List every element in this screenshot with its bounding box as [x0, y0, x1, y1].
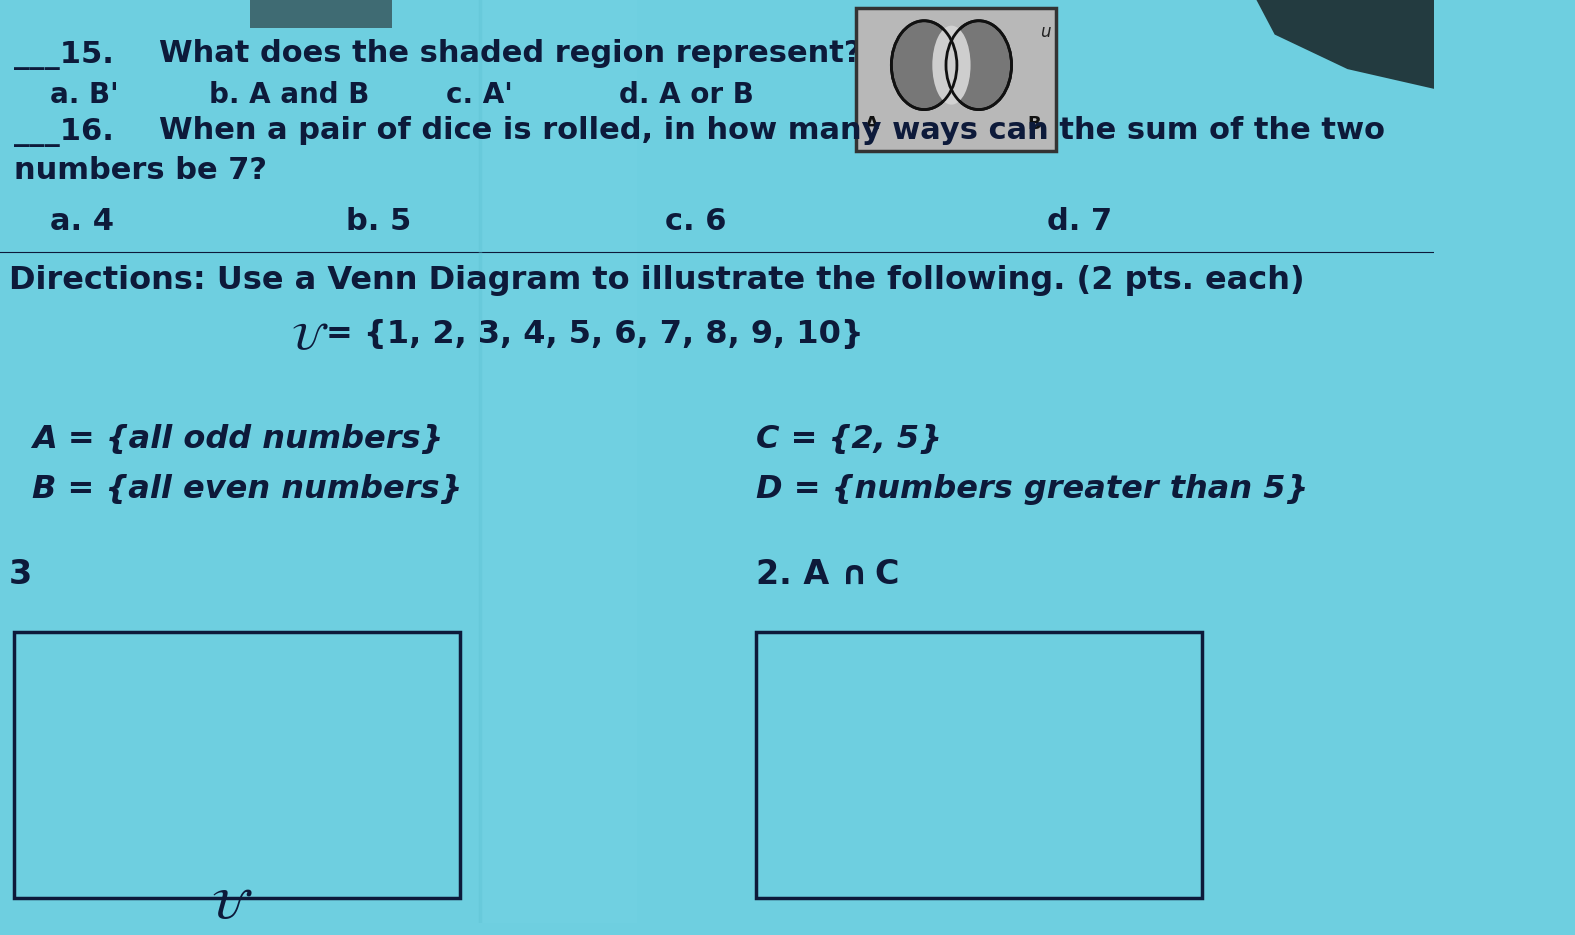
Text: ∩: ∩ — [841, 558, 868, 591]
Text: d. 7: d. 7 — [1047, 208, 1112, 237]
Text: C = {2, 5}: C = {2, 5} — [756, 424, 942, 455]
Text: a. B': a. B' — [50, 81, 118, 109]
Text: What does the shaded region represent?: What does the shaded region represent? — [159, 39, 862, 68]
Ellipse shape — [932, 25, 970, 105]
Text: 2. A: 2. A — [756, 558, 828, 591]
Ellipse shape — [947, 21, 1011, 109]
Text: A = {all odd numbers}: A = {all odd numbers} — [32, 424, 443, 455]
Text: c. 6: c. 6 — [665, 208, 726, 237]
Text: $\mathit{\mathcal{U}}$: $\mathit{\mathcal{U}}$ — [211, 885, 254, 927]
Bar — [756, 632, 1202, 899]
Text: c. A': c. A' — [446, 81, 513, 109]
Text: numbers be 7?: numbers be 7? — [14, 156, 266, 185]
Text: b. A and B: b. A and B — [209, 81, 370, 109]
Bar — [14, 632, 460, 899]
Text: a. 4: a. 4 — [50, 208, 113, 237]
Text: d. A or B: d. A or B — [619, 81, 754, 109]
Text: b. 5: b. 5 — [346, 208, 411, 237]
Text: B: B — [1027, 114, 1041, 133]
Text: $\mathcal{U}$: $\mathcal{U}$ — [291, 321, 328, 357]
Text: ___16.: ___16. — [14, 119, 113, 148]
Text: Directions: Use a Venn Diagram to illustrate the following. (2 pts. each): Directions: Use a Venn Diagram to illust… — [9, 265, 1304, 295]
Text: ___15.: ___15. — [14, 41, 113, 70]
FancyBboxPatch shape — [855, 7, 1057, 151]
Polygon shape — [250, 0, 392, 28]
Text: When a pair of dice is rolled, in how many ways can the sum of the two: When a pair of dice is rolled, in how ma… — [159, 117, 1386, 146]
Ellipse shape — [891, 21, 958, 109]
Text: 3: 3 — [9, 558, 33, 591]
Polygon shape — [480, 0, 638, 923]
Text: D = {numbers greater than 5}: D = {numbers greater than 5} — [756, 474, 1307, 505]
Text: C: C — [874, 558, 899, 591]
Text: = {1, 2, 3, 4, 5, 6, 7, 8, 9, 10}: = {1, 2, 3, 4, 5, 6, 7, 8, 9, 10} — [326, 319, 863, 350]
Text: B = {all even numbers}: B = {all even numbers} — [32, 474, 461, 505]
Text: $\mathit{u}$: $\mathit{u}$ — [1040, 22, 1052, 41]
Text: A: A — [865, 114, 879, 133]
Polygon shape — [1257, 0, 1433, 89]
